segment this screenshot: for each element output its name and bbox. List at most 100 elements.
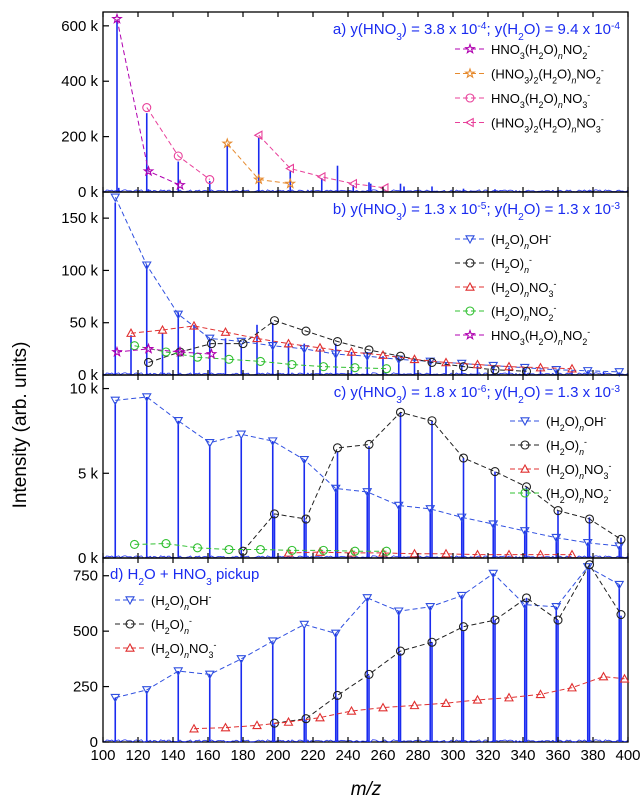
y-tick-label: 600 k <box>61 18 98 35</box>
data-point <box>129 341 140 351</box>
legend-entry: (H2O)nNO3- <box>455 279 556 299</box>
data-point <box>619 673 630 683</box>
data-point <box>472 694 483 704</box>
data-point <box>381 364 392 374</box>
data-point <box>224 354 234 364</box>
data-point <box>348 178 358 189</box>
series-line <box>242 411 622 552</box>
data-point <box>488 520 499 530</box>
data-point <box>362 352 373 362</box>
data-point <box>584 560 595 570</box>
series-line <box>114 196 620 373</box>
data-point <box>204 334 215 344</box>
data-point <box>221 137 234 149</box>
data-point <box>504 692 514 702</box>
data-point <box>161 347 171 357</box>
panel-b: 0 k 50 k 100 k 150 k (H2O)nOH- (H2O)n- (H2O)nN… <box>61 191 629 384</box>
data-point <box>161 539 171 549</box>
data-point <box>598 671 609 681</box>
legend-label: (H2O)nNO3- <box>151 640 216 660</box>
data-point <box>110 193 121 203</box>
series-line <box>130 325 573 370</box>
data-point <box>267 437 278 447</box>
legend-label: (H2O)nNO3- <box>491 279 556 299</box>
y-tick-label: 0 k <box>78 550 99 567</box>
data-point <box>330 484 341 494</box>
series-line <box>134 543 387 552</box>
data-point <box>425 603 436 612</box>
data-point <box>441 548 451 558</box>
data-point <box>255 544 266 555</box>
data-point <box>332 443 343 453</box>
data-point <box>224 544 234 555</box>
data-point <box>521 593 532 603</box>
data-point <box>456 513 467 523</box>
data-point <box>253 130 263 141</box>
legend-marker <box>125 596 135 606</box>
legend-marker <box>464 67 476 79</box>
data-point <box>490 467 500 477</box>
y-tick-label: 500 <box>73 623 98 640</box>
data-point <box>409 700 420 710</box>
data-point <box>393 607 404 617</box>
legend-label: (H2O)nNO2- <box>546 485 611 505</box>
legend-entry: (H2O)nOH- <box>510 413 607 433</box>
legend-marker <box>465 235 475 245</box>
legend-marker <box>465 93 475 103</box>
legend-entry: (H2O)n- <box>115 616 192 636</box>
data-point <box>287 359 297 370</box>
series-b-2 <box>126 320 577 373</box>
legend-label: HNO3(H2O)nNO2- <box>491 327 590 347</box>
data-point <box>287 545 297 555</box>
legend-entry: (H2O)nNO2- <box>455 303 556 323</box>
x-tick-label: 300 <box>440 747 465 764</box>
legend-entry: (H2O)nOH- <box>115 592 212 612</box>
data-point <box>553 506 563 516</box>
series-a-2 <box>142 102 215 185</box>
legend-marker <box>464 117 474 128</box>
data-point <box>616 609 626 620</box>
data-point <box>584 514 595 524</box>
data-point <box>252 333 262 343</box>
x-axis-label: m/z <box>351 779 382 800</box>
data-point <box>395 646 406 656</box>
data-point <box>582 367 593 376</box>
data-point <box>551 603 562 612</box>
legend-entry: (HNO3)2(H2O)nNO2- <box>455 66 604 86</box>
data-point <box>582 563 593 573</box>
data-point <box>174 178 186 191</box>
series-b-1 <box>143 316 532 376</box>
series-line <box>274 563 622 724</box>
data-point <box>111 345 123 357</box>
data-point <box>143 357 154 368</box>
legend-marker <box>520 463 530 473</box>
data-point <box>332 336 343 347</box>
x-tick-label: 160 <box>195 747 220 764</box>
legend-label: (H2O)nOH- <box>491 231 552 251</box>
data-point <box>441 357 451 367</box>
data-point <box>378 349 388 359</box>
legend-label: (HNO3)2(H2O)nNO3- <box>491 115 604 135</box>
legend-marker <box>520 488 530 498</box>
data-point <box>427 416 437 426</box>
x-tick-label: 180 <box>230 747 255 764</box>
data-point <box>205 174 215 185</box>
legend-label: HNO3(H2O)nNO2- <box>491 41 590 61</box>
data-point <box>567 682 577 692</box>
series-a-3 <box>253 130 389 193</box>
y-ticks: 0 k 5 k 10 k <box>70 381 109 567</box>
data-point <box>409 548 420 558</box>
data-point <box>220 326 231 336</box>
y-tick-label: 5 k <box>78 465 99 482</box>
data-point <box>409 354 420 364</box>
series-line <box>115 566 620 699</box>
x-tick-label: 120 <box>125 747 150 764</box>
x-tick-labels: 100 120 140 160 180 200 220 240 260 280 300 320 340 3… <box>90 747 640 764</box>
data-point <box>142 342 155 354</box>
data-point <box>362 488 373 498</box>
data-point <box>111 12 123 24</box>
data-point <box>315 546 325 556</box>
data-point <box>582 538 593 548</box>
data-point <box>236 430 247 440</box>
